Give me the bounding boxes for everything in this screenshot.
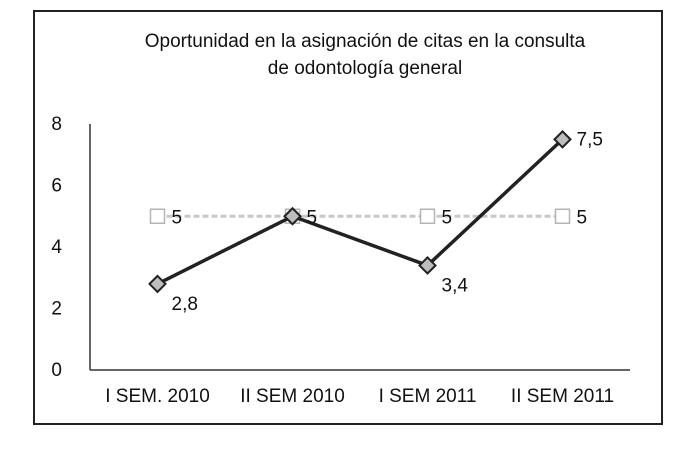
main-point-marker (283, 206, 302, 226)
y-tick-label: 0 (51, 360, 62, 381)
reference-point-marker (419, 208, 436, 224)
main-data-label: 2,8 (172, 294, 198, 315)
y-tick-label: 8 (51, 114, 62, 135)
reference-data-label: 5 (577, 207, 588, 228)
main-data-label: 3,4 (442, 275, 469, 296)
x-tick-label: II SEM 2011 (511, 386, 614, 407)
chart-title: Oportunidad en la asignación de citas en… (100, 28, 630, 82)
main-point-marker (553, 129, 572, 149)
y-tick-label: 2 (51, 299, 62, 320)
y-tick-label: 4 (51, 237, 62, 258)
series-line-main (156, 138, 564, 286)
reference-data-label: 5 (307, 207, 318, 228)
chart-title-line-1: Oportunidad en la asignación de citas en… (144, 31, 586, 52)
main-data-label: 7,5 (577, 129, 603, 150)
reference-data-label: 5 (172, 207, 183, 228)
reference-data-label: 5 (442, 207, 453, 228)
chart-title-line-2: de odontología general (267, 58, 463, 79)
x-tick-label: I SEM 2011 (379, 386, 477, 407)
x-tick-label: II SEM 2010 (240, 386, 345, 407)
y-tick-label: 6 (51, 176, 62, 197)
main-point-marker (418, 256, 437, 275)
x-tick-label: I SEM. 2010 (105, 386, 210, 407)
reference-point-marker (554, 208, 571, 224)
reference-point-marker (149, 208, 166, 224)
main-point-marker (148, 274, 167, 294)
